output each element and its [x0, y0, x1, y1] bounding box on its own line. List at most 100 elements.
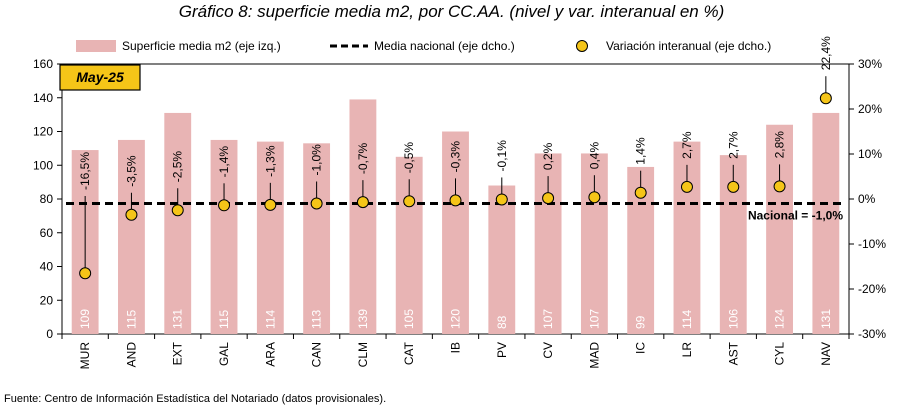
bar [812, 112, 840, 334]
y-right-tick-label: 0% [858, 192, 876, 206]
x-tick-label: GAL [217, 342, 231, 366]
bar-value-label: 105 [402, 309, 416, 329]
y-right-tick-label: -30% [858, 327, 886, 341]
legend-swatch-variation [576, 40, 588, 52]
y-left-tick-label: 40 [40, 260, 54, 274]
x-tick-label: CV [541, 342, 555, 359]
y-left-tick-label: 120 [33, 125, 53, 139]
variation-label: -0,3% [449, 141, 463, 173]
variation-points: -16,5% -3,5% -2,5% -1,4% -1,3% -1,0% -0,7% -0,5… [78, 36, 833, 280]
y-left-tick-label: 60 [40, 226, 54, 240]
variation-point [403, 195, 416, 208]
variation-point [680, 180, 693, 193]
bar-value-label: 114 [680, 310, 694, 329]
bar-value-label: 88 [495, 315, 509, 329]
bar-value-label: 115 [124, 310, 138, 329]
bar-value-label: 99 [634, 315, 648, 329]
bars: 109 115 131 115 114 113 139 105 120 88 107 107 99 114… [71, 99, 840, 334]
variation-point [495, 193, 508, 206]
bar-value-label: 131 [171, 309, 185, 329]
x-tick-label: CAN [310, 342, 324, 367]
bar-value-label: 120 [449, 309, 463, 329]
x-tick-label: NAV [819, 342, 833, 366]
variation-label: 0,2% [541, 142, 555, 170]
variation-label: -0,1% [495, 140, 509, 172]
legend-label-national: Media nacional (eje dcho.) [374, 39, 515, 53]
y-left-tick-label: 100 [33, 158, 53, 172]
variation-point [264, 198, 277, 211]
bar [303, 143, 331, 334]
chart: Superficie media m2 (eje izq.) Media naci… [33, 36, 886, 369]
bar [442, 131, 469, 334]
variation-label: -1,4% [217, 146, 231, 178]
y-left-tick-label: 140 [33, 91, 53, 105]
legend: Superficie media m2 (eje izq.) Media naci… [76, 39, 771, 53]
y-left-tick-label: 20 [40, 293, 54, 307]
bar-value-label: 131 [819, 309, 833, 329]
variation-label: -1,3% [263, 145, 277, 177]
variation-point [727, 180, 740, 193]
bar [488, 185, 516, 334]
x-tick-label: CLM [356, 342, 370, 367]
x-tick-label: CAT [402, 341, 416, 365]
variation-label: -0,7% [356, 142, 370, 174]
bar-value-label: 106 [726, 309, 740, 329]
x-tick-label: MUR [78, 342, 92, 370]
period-box-rect [59, 64, 141, 91]
variation-point [79, 267, 92, 280]
variation-label: 1,4% [634, 137, 648, 165]
y-right-tick-label: -20% [858, 282, 886, 296]
variation-point [542, 192, 555, 205]
bar-value-label: 139 [356, 309, 370, 329]
x-tick-label: LR [680, 342, 694, 358]
bar-value-label: 124 [773, 309, 787, 329]
x-tick-label: MAD [587, 342, 601, 369]
x-tick-label: IB [449, 342, 463, 353]
bar-value-label: 114 [263, 310, 277, 329]
bar-value-label: 107 [541, 309, 555, 329]
bar-value-label: 107 [587, 309, 601, 329]
period-box: May-25 [59, 64, 141, 91]
x-tick-label: AST [726, 341, 740, 365]
variation-point [356, 196, 369, 209]
legend-swatch-bars [76, 40, 116, 52]
variation-point [171, 204, 184, 217]
variation-label: 2,8% [773, 131, 787, 159]
x-tick-label: AND [124, 342, 138, 368]
bar [766, 124, 793, 334]
bar [210, 139, 238, 334]
axes: 0 20 40 60 80 100 120 140 160 -30% -20% -10% 0% 10% 20… [33, 57, 886, 369]
y-right-tick-label: 10% [858, 147, 882, 161]
variation-label: -2,5% [171, 151, 185, 183]
y-right-tick-label: -10% [858, 237, 886, 251]
y-left-tick-label: 0 [46, 327, 53, 341]
chart-title: Gráfico 8: superficie media m2, por CC.A… [178, 2, 725, 21]
national-average-label: Nacional = -1,0% [748, 209, 843, 223]
national-average-line: Nacional = -1,0% [66, 202, 845, 223]
bar-value-label: 113 [310, 310, 324, 329]
variation-label: 0,4% [587, 142, 601, 170]
variation-label: 22,4% [819, 36, 833, 70]
variation-point [773, 180, 786, 193]
variation-point [634, 186, 647, 199]
bar-value-label: 109 [78, 309, 92, 329]
x-tick-label: IC [634, 342, 648, 354]
x-tick-label: PV [495, 342, 509, 358]
variation-point [449, 194, 462, 207]
variation-point [310, 197, 323, 210]
bar [164, 112, 192, 334]
bar-value-label: 115 [217, 310, 231, 329]
y-right-tick-label: 30% [858, 57, 882, 71]
variation-label: -0,5% [402, 142, 416, 174]
variation-point [125, 208, 138, 221]
bar [256, 141, 284, 334]
source-note: Fuente: Centro de Información Estadístic… [4, 393, 387, 405]
legend-label-bars: Superficie media m2 (eje izq.) [122, 39, 281, 53]
variation-point [588, 191, 601, 204]
period-label: May-25 [76, 69, 124, 85]
variation-label: -16,5% [78, 152, 92, 190]
bar [349, 99, 377, 334]
variation-label: -3,5% [124, 155, 138, 187]
variation-label: 2,7% [726, 131, 740, 159]
y-left-tick-label: 80 [40, 192, 54, 206]
